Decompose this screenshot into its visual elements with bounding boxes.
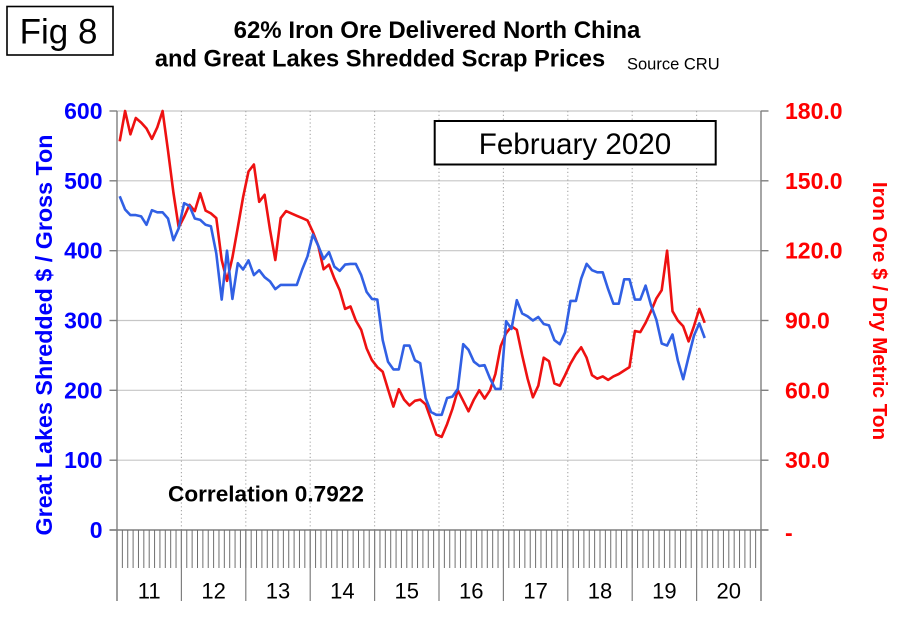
svg-text:February 2020: February 2020 (479, 128, 671, 161)
svg-text:Iron Ore $ / Dry Metric Ton: Iron Ore $ / Dry Metric Ton (868, 182, 891, 440)
svg-text:Fig 8: Fig 8 (20, 13, 98, 52)
svg-text:Source CRU: Source CRU (627, 55, 720, 73)
svg-text:12: 12 (201, 579, 225, 604)
svg-text:19: 19 (652, 579, 676, 604)
svg-text:-: - (785, 520, 793, 546)
svg-text:60.0: 60.0 (785, 377, 830, 403)
svg-text:17: 17 (523, 579, 547, 604)
svg-text:11: 11 (138, 579, 161, 604)
svg-text:and Great Lakes Shredded Scrap: and Great Lakes Shredded Scrap Prices (155, 46, 605, 72)
svg-text:120.0: 120.0 (785, 238, 843, 264)
svg-text:400: 400 (64, 238, 102, 264)
svg-text:18: 18 (588, 579, 612, 604)
svg-text:600: 600 (64, 98, 102, 124)
svg-text:16: 16 (459, 579, 483, 604)
svg-text:30.0: 30.0 (785, 447, 830, 473)
svg-text:Great Lakes Shredded $ / Gross: Great Lakes Shredded $ / Gross Ton (31, 135, 57, 536)
svg-text:200: 200 (64, 377, 102, 403)
svg-text:100: 100 (64, 447, 102, 473)
svg-text:20: 20 (717, 579, 741, 604)
svg-text:180.0: 180.0 (785, 98, 843, 124)
svg-text:62% Iron Ore Delivered North C: 62% Iron Ore Delivered North China (234, 17, 641, 44)
svg-text:300: 300 (64, 308, 102, 334)
svg-text:150.0: 150.0 (785, 168, 843, 194)
svg-text:15: 15 (395, 579, 419, 604)
svg-text:Correlation 0.7922: Correlation 0.7922 (168, 482, 364, 507)
svg-text:0: 0 (90, 517, 103, 543)
svg-text:14: 14 (330, 579, 354, 604)
svg-text:13: 13 (266, 579, 290, 604)
svg-text:500: 500 (64, 168, 102, 194)
svg-text:90.0: 90.0 (785, 308, 830, 334)
